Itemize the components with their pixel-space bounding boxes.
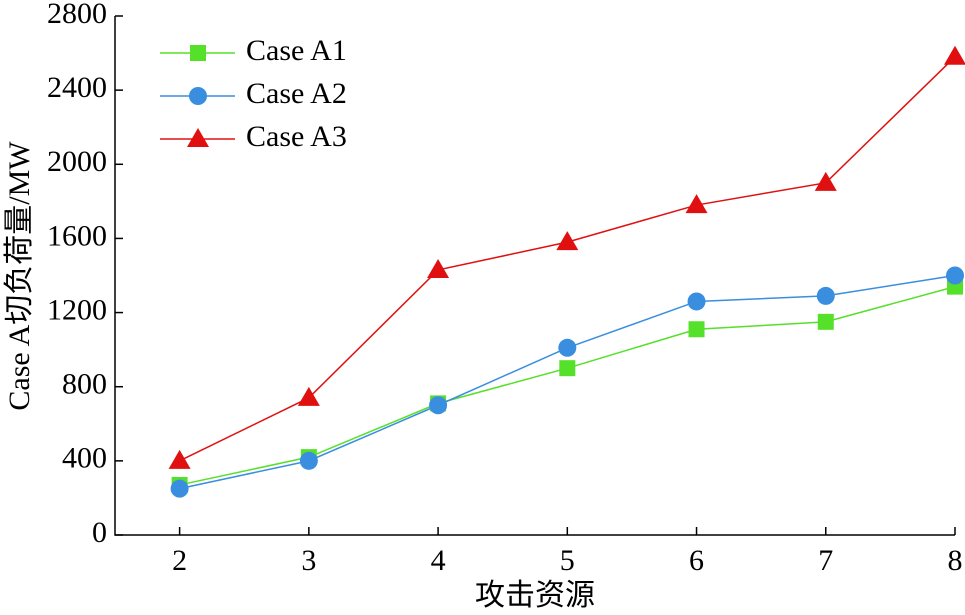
- data-point: [299, 451, 318, 470]
- data-point: [944, 45, 965, 65]
- y-axis-label: Case A切负荷量/MW: [3, 141, 36, 411]
- x-tick-label: 5: [560, 544, 575, 577]
- data-point: [685, 194, 708, 214]
- series-line: [179, 274, 956, 490]
- data-point: [816, 286, 835, 305]
- legend-marker: [189, 87, 207, 105]
- x-tick-label: 6: [689, 544, 704, 577]
- data-point: [429, 396, 448, 415]
- legend-label: Case A2: [246, 77, 347, 110]
- data-point: [427, 258, 450, 278]
- x-tick-label: 7: [818, 544, 833, 577]
- x-axis-label: 攻击资源: [475, 579, 595, 612]
- data-point: [168, 449, 191, 469]
- legend-label: Case A3: [246, 120, 347, 153]
- data-point: [817, 313, 834, 330]
- x-tick-label: 8: [948, 544, 963, 577]
- axes: [114, 16, 955, 536]
- legend-label: Case A1: [246, 34, 347, 67]
- data-point: [558, 338, 577, 357]
- data-point: [170, 479, 189, 498]
- y-tick-label: 2400: [47, 71, 107, 104]
- data-point: [559, 360, 576, 377]
- series-line: [179, 285, 956, 486]
- y-tick-label: 1600: [47, 219, 107, 252]
- x-tick-label: 2: [172, 544, 187, 577]
- data-point: [814, 171, 837, 191]
- data-point: [688, 321, 705, 338]
- y-tick-label: 2000: [47, 145, 107, 178]
- series-line: [179, 56, 956, 462]
- legend-marker: [187, 128, 209, 147]
- y-tick-label: 400: [62, 442, 107, 475]
- y-tick-label: 1200: [47, 293, 107, 326]
- data-point: [687, 292, 706, 311]
- y-tick-label: 2800: [47, 0, 107, 30]
- legend-marker: [190, 45, 206, 61]
- x-tick-label: 3: [301, 544, 316, 577]
- x-tick-label: 4: [431, 544, 446, 577]
- y-tick-label: 800: [62, 368, 107, 401]
- data-point: [946, 266, 964, 285]
- data-point: [556, 231, 579, 251]
- y-tick-label: 0: [92, 516, 107, 549]
- data-point: [297, 386, 320, 406]
